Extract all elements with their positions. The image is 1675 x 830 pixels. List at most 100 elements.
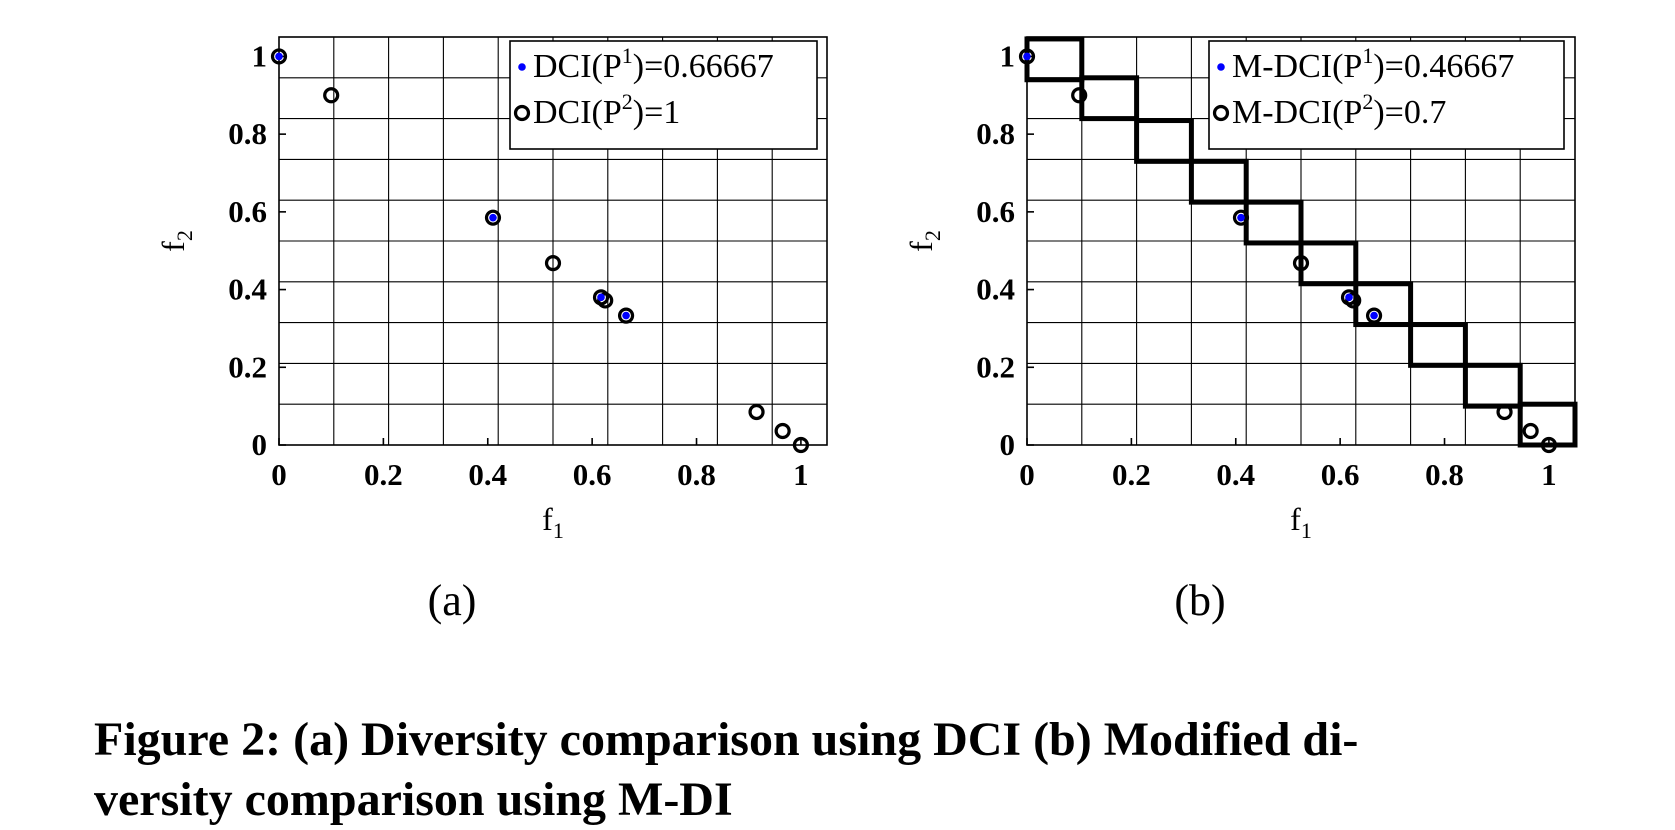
legend-label-p1: DCI(P1)=0.66667 bbox=[533, 43, 774, 85]
data-point-p2 bbox=[1292, 255, 1310, 272]
data-point-p2 bbox=[1232, 209, 1250, 226]
data-point-p2 bbox=[748, 403, 765, 421]
legend-marker-p1 bbox=[1217, 63, 1225, 71]
legend-label-superscript: 2 bbox=[1362, 89, 1373, 114]
x-tick-label: 0.8 bbox=[1425, 457, 1464, 492]
y-tick-label: 0.8 bbox=[228, 116, 267, 151]
legend-label-value: )=1 bbox=[633, 94, 681, 131]
hyperbox bbox=[1024, 36, 1085, 83]
y-tick-label: 0 bbox=[1000, 427, 1016, 462]
hyperbox bbox=[1243, 199, 1304, 246]
x-tick-label: 0.4 bbox=[468, 457, 507, 492]
x-axis-label: f1 bbox=[542, 501, 564, 543]
legend-label-text: DCI(P bbox=[533, 48, 622, 85]
x-tick-label: 0.6 bbox=[1321, 457, 1360, 492]
legend-label-value: )=0.7 bbox=[1373, 94, 1446, 131]
data-point-p2 bbox=[617, 307, 635, 324]
legend-box bbox=[509, 40, 818, 150]
data-point-p2 bbox=[1345, 292, 1362, 309]
y-tick-label: 0.4 bbox=[976, 272, 1015, 307]
data-point-p1 bbox=[622, 311, 630, 320]
y-tick-label: 0.8 bbox=[976, 116, 1015, 151]
legend-label-text: M-DCI(P bbox=[1232, 94, 1362, 131]
y-axis-label-subscript: 2 bbox=[920, 230, 945, 241]
legend-marker-p2 bbox=[1212, 104, 1230, 122]
plot-area-frame bbox=[1026, 36, 1576, 446]
hyperbox bbox=[1188, 158, 1249, 205]
legend-label-p2: DCI(P2)=1 bbox=[533, 89, 680, 131]
data-point-p2 bbox=[323, 87, 340, 104]
caption-line-2: versity comparison using M-DI bbox=[94, 773, 733, 826]
y-tick-label: 0.2 bbox=[228, 349, 267, 384]
x-axis-label: f1 bbox=[1290, 501, 1312, 543]
legend-label-text: DCI(P bbox=[533, 94, 622, 131]
x-tick-label: 0.2 bbox=[364, 457, 403, 492]
chart-panel-a: 0 0.2 0.4 0.6 0.8 100.20.40.60.81f1f2DCI(P1)=… bbox=[155, 36, 828, 625]
data-point-p2 bbox=[1540, 436, 1558, 454]
x-tick-label: 0 bbox=[271, 457, 287, 492]
x-tick-label: 0.2 bbox=[1112, 457, 1151, 492]
y-tick-label: 0.2 bbox=[976, 349, 1015, 384]
data-point-p2 bbox=[1496, 403, 1513, 421]
panel-label: (a) bbox=[428, 576, 477, 625]
hyperbox bbox=[1517, 401, 1578, 448]
x-tick-label: 0.4 bbox=[1216, 457, 1255, 492]
y-tick-label: 0.6 bbox=[976, 194, 1015, 229]
y-axis-label: f2 bbox=[903, 230, 945, 252]
legend-marker-p1 bbox=[518, 63, 526, 71]
x-tick-label: 0.8 bbox=[677, 457, 716, 492]
legend-label-superscript: 2 bbox=[622, 89, 633, 114]
data-point-p1 bbox=[1237, 213, 1245, 222]
figure-caption: Figure 2: (a) Diversity comparison using… bbox=[94, 710, 1594, 830]
data-point-p2 bbox=[774, 422, 791, 440]
legend-label-value: )=0.66667 bbox=[633, 48, 774, 85]
data-point-p2 bbox=[1522, 422, 1539, 440]
plot-area-frame bbox=[278, 36, 828, 446]
legend-box bbox=[1208, 40, 1565, 150]
x-tick-label: 1 bbox=[793, 457, 809, 492]
legend-label-p1: M-DCI(P1)=0.46667 bbox=[1232, 43, 1514, 85]
hyperbox bbox=[1408, 322, 1468, 368]
legend-label-text: M-DCI(P bbox=[1232, 48, 1362, 85]
data-point-p1 bbox=[489, 213, 497, 222]
chart-panel-b: 0 0.2 0.4 0.6 0.8 100.20.40.60.81f1f2M-DCI(P1… bbox=[903, 36, 1578, 625]
data-point-p2 bbox=[1365, 307, 1383, 324]
data-point-p2 bbox=[544, 255, 562, 272]
legend-label-value: )=0.46667 bbox=[1373, 48, 1514, 85]
y-tick-label: 1 bbox=[1000, 38, 1016, 73]
data-point-p1 bbox=[1023, 52, 1031, 61]
y-tick-label: 0.4 bbox=[228, 272, 267, 307]
x-axis-label-subscript: 1 bbox=[1301, 518, 1312, 543]
x-tick-label: 0.6 bbox=[573, 457, 612, 492]
x-tick-label: 0 bbox=[1019, 457, 1035, 492]
data-point-p2 bbox=[1071, 87, 1088, 104]
hyperbox bbox=[1298, 240, 1359, 287]
caption-line-1: Figure 2: (a) Diversity comparison using… bbox=[94, 713, 1359, 766]
y-tick-label: 1 bbox=[252, 38, 268, 73]
hyperbox bbox=[1353, 281, 1414, 328]
data-point-p1 bbox=[597, 293, 605, 302]
legend-marker-p2 bbox=[513, 104, 531, 122]
x-axis-label-subscript: 1 bbox=[553, 518, 564, 543]
legend-label-superscript: 1 bbox=[1362, 43, 1373, 68]
data-point-p1 bbox=[1370, 311, 1378, 320]
legend-label-p2: M-DCI(P2)=0.7 bbox=[1232, 89, 1446, 131]
data-point-p2 bbox=[792, 436, 810, 454]
data-point-p1 bbox=[275, 52, 283, 61]
y-tick-label: 0 bbox=[252, 427, 268, 462]
data-point-p2 bbox=[484, 209, 502, 226]
legend-label-superscript: 1 bbox=[622, 43, 633, 68]
hyperbox bbox=[1134, 118, 1194, 164]
x-tick-label: 1 bbox=[1541, 457, 1557, 492]
data-point-p1 bbox=[1345, 293, 1353, 302]
y-axis-label: f2 bbox=[155, 230, 197, 252]
data-point-p2 bbox=[270, 48, 288, 65]
y-axis-label-subscript: 2 bbox=[172, 230, 197, 241]
data-point-p2 bbox=[1018, 48, 1036, 65]
y-tick-label: 0.6 bbox=[228, 194, 267, 229]
hyperbox bbox=[1462, 362, 1523, 409]
data-point-p2 bbox=[597, 292, 614, 309]
hyperbox bbox=[1079, 75, 1140, 122]
panel-label: (b) bbox=[1174, 576, 1225, 625]
